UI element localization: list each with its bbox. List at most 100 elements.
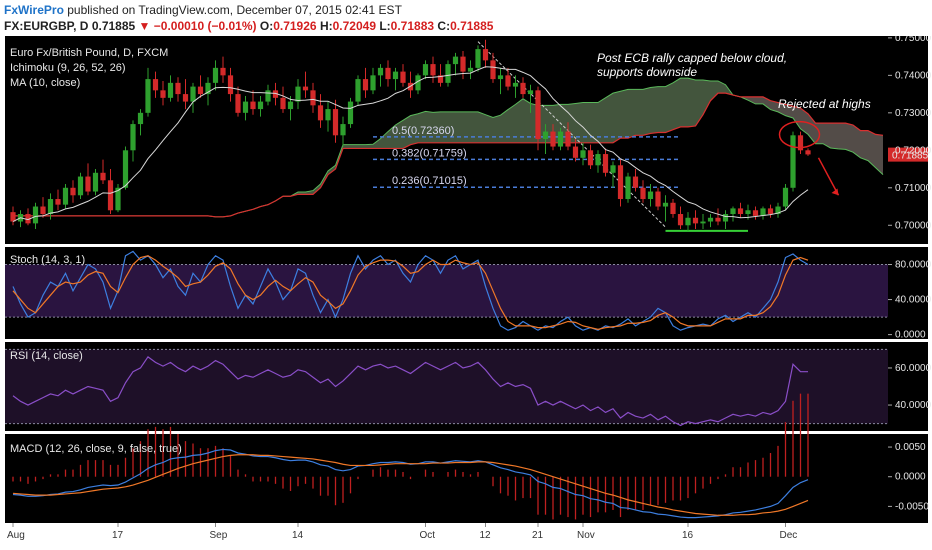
candle-body: [385, 67, 391, 80]
cloud-segment: [673, 78, 681, 130]
cloud-segment: [343, 144, 351, 149]
candle-body: [250, 101, 256, 110]
close-label: C:: [437, 19, 451, 33]
cloud-segment: [463, 111, 471, 143]
candle-body: [62, 187, 69, 205]
cloud-segment: [613, 91, 621, 143]
x-tick-label: Aug: [7, 530, 25, 541]
cloud-segment: [748, 96, 756, 104]
x-tick-label: Oct: [420, 530, 436, 541]
candle-body: [805, 150, 811, 155]
candle-body: [32, 206, 39, 224]
rsi-line-0: [12, 355, 808, 427]
price-tick-label: 0.70000: [895, 220, 932, 231]
candle-body: [580, 150, 586, 158]
candle-body: [302, 86, 309, 91]
stoch-tick-label: 80.0000: [895, 260, 932, 271]
cloud-segment: [620, 89, 628, 139]
candle-body: [10, 212, 16, 222]
cloud-segment: [433, 111, 441, 143]
candle-body: [625, 176, 631, 200]
candle-body: [655, 191, 661, 207]
fib-level-label: 0.382(0.71759): [392, 147, 467, 159]
cloud-segment: [373, 138, 381, 149]
candle-body: [115, 187, 121, 211]
candle-body: [145, 79, 151, 113]
cloud-segment: [695, 80, 703, 126]
candle-body: [797, 135, 804, 151]
candle-body: [400, 71, 406, 83]
candle-body: [152, 79, 159, 91]
candle-body: [362, 79, 369, 91]
stoch-band: [5, 264, 888, 318]
stoch-tick-label: 0.0000: [895, 330, 926, 341]
candle-body: [482, 49, 489, 61]
last-price-tag: [888, 147, 928, 162]
cloud-segment: [523, 98, 531, 143]
cloud-segment: [500, 109, 508, 143]
macd-tick-label: 0.0050: [895, 442, 926, 453]
cloud-segment: [350, 144, 358, 149]
chart-marks: [10, 37, 928, 527]
cloud-segment: [508, 104, 516, 143]
cloud-segment: [635, 89, 643, 136]
x-tick-label: 16: [682, 530, 694, 541]
cloud-segment: [838, 123, 846, 150]
macd-tick-label: 0.0000: [895, 472, 926, 483]
candle-body: [107, 180, 114, 211]
candle-body: [445, 64, 451, 83]
symbol-label: FX:EURGBP, D: [4, 19, 89, 33]
candle-body: [310, 90, 316, 106]
fib-level-label: 0.236(0.71015): [392, 175, 467, 187]
cloud-segment: [605, 93, 613, 143]
candle-body: [220, 67, 226, 76]
cloud-segment: [658, 86, 666, 133]
chart-canvas[interactable]: Euro Fx/British Pound, D, FXCM Ichimoku …: [0, 36, 932, 550]
candle-body: [257, 101, 264, 110]
price-change: ▼ −0.00010 (−0.01%): [138, 19, 257, 33]
chart-header: FxWirePro published on TradingView.com, …: [0, 0, 932, 36]
cloud-segment: [328, 165, 336, 175]
price-pane-axis: [888, 36, 928, 244]
cloud-segment: [688, 78, 696, 127]
candle-body: [587, 150, 594, 166]
cloud-segment: [703, 80, 711, 115]
candle-body: [25, 214, 31, 224]
candle-body: [602, 154, 609, 173]
rsi-pane-axis: [888, 342, 928, 431]
cloud-segment: [823, 123, 831, 148]
candle-body: [137, 112, 144, 125]
cloud-segment: [485, 114, 493, 143]
cloud-segment: [590, 102, 598, 143]
cloud-segment: [455, 111, 463, 143]
senkou-span-b: [13, 92, 884, 218]
cloud-segment: [418, 111, 426, 143]
candle-body: [617, 165, 624, 200]
rejection-circle: [778, 120, 821, 149]
candle-body: [722, 214, 729, 222]
x-tick-label: 14: [292, 530, 304, 541]
candle-body: [737, 208, 744, 215]
candle-body: [535, 90, 541, 140]
candle-body: [70, 187, 76, 196]
cloud-segment: [785, 104, 793, 118]
candle-body: [265, 90, 271, 102]
rsi-title: RSI (14, close): [10, 350, 83, 362]
stoch-line-1: [12, 255, 809, 330]
candle-body: [542, 131, 549, 140]
cloud-segment: [628, 89, 636, 139]
cloud-segment: [515, 98, 523, 143]
candle-body: [610, 165, 616, 173]
candle-body: [167, 82, 174, 98]
candle-body: [730, 208, 736, 215]
cloud-segment: [755, 96, 763, 104]
candle-body: [670, 202, 676, 215]
stoch-line-0: [12, 250, 809, 331]
candle-body: [497, 75, 504, 80]
candle-body: [40, 206, 46, 215]
publisher-link[interactable]: FxWirePro: [4, 3, 64, 17]
cloud-segment: [395, 120, 403, 149]
downtrend-line: [477, 41, 666, 228]
price-tick-label: 0.72000: [895, 145, 932, 156]
candle-body: [190, 86, 196, 102]
